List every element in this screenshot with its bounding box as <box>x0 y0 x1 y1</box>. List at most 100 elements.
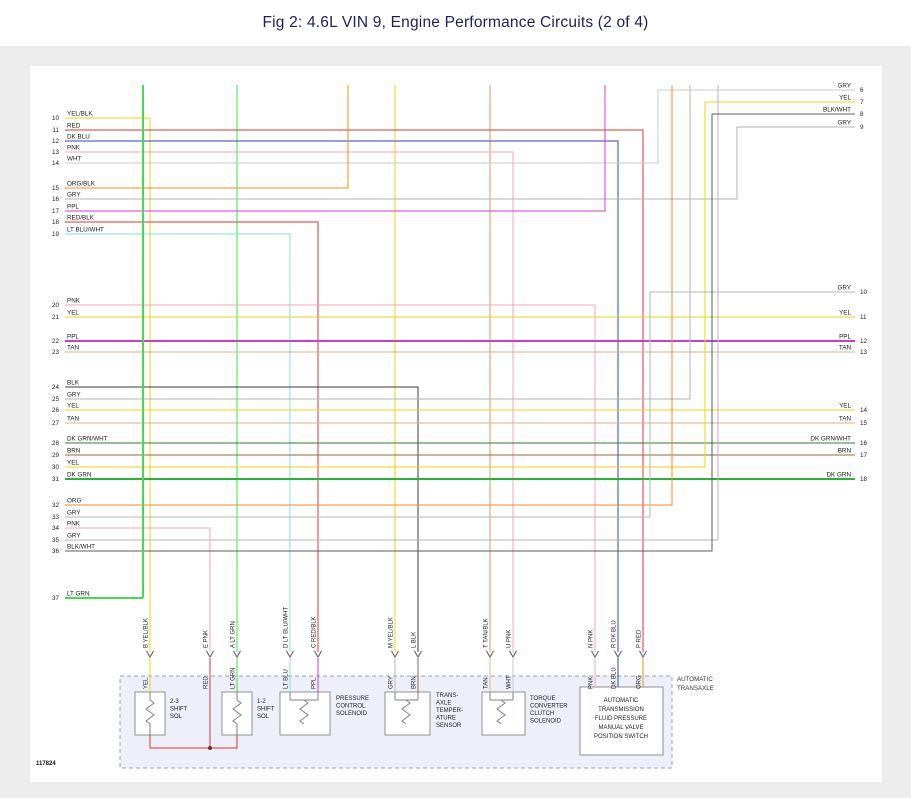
left-pin-23-number: 23 <box>52 349 60 356</box>
left-pin-37-number: 37 <box>52 595 60 602</box>
right-pin-7-label: YEL <box>839 95 851 102</box>
left-pin-17-number: 17 <box>52 208 60 215</box>
left-pin-11-number: 11 <box>52 127 59 134</box>
left-pin-16-label: GRY <box>67 192 81 199</box>
wire-p17-ppl <box>65 85 606 212</box>
connector-T-inner-label: TAN <box>484 677 490 689</box>
left-pin-16-number: 16 <box>52 196 60 203</box>
pressure-control-solenoid-label: PRESSURE <box>336 696 369 702</box>
left-pin-37-label: LT GRN <box>67 591 90 598</box>
right-pins: 6 GRY 7 YEL 8 BLK/WHT 9 GRY 10 GRY 11 YEL 12 PPL 13 TAN… <box>810 83 867 484</box>
left-pin-21-label: YEL <box>67 310 79 317</box>
connector-T-symbol <box>486 650 494 658</box>
right-pin-8-label: BLK/WHT <box>823 107 851 114</box>
right-pin-8-number: 8 <box>860 111 864 118</box>
splice-dot <box>208 746 212 750</box>
torque-converter-clutch-solenoid-symbol <box>489 692 514 725</box>
left-pin-12-label: DK BLU <box>67 134 90 141</box>
connector-U-symbol <box>509 650 517 658</box>
connector-R-symbol <box>614 650 622 658</box>
left-pin-33-number: 33 <box>52 514 60 521</box>
right-pin-16-label: DK GRN/WHT <box>810 436 851 443</box>
connector-B-symbol <box>146 650 154 658</box>
wire-p12-dkblu <box>65 140 619 652</box>
left-pin-27-number: 27 <box>52 420 60 427</box>
left-pin-35-number: 35 <box>52 537 60 544</box>
shift-solenoid-1-2-label: SOL <box>257 714 270 720</box>
transaxle-temperature-sensor-label: TEMPER- <box>436 708 463 714</box>
right-pin-18-number: 18 <box>860 476 868 483</box>
connector-N-outer-label: N PNK <box>589 630 595 648</box>
connector-R-outer-label: R DK BLU <box>612 620 618 648</box>
left-pin-29-number: 29 <box>52 452 60 459</box>
torque-converter-clutch-solenoid-label: CONVERTER <box>530 704 568 710</box>
right-pin-11-label: YEL <box>839 310 851 317</box>
right-pin-12-label: PPL <box>839 334 851 341</box>
connector-L-inner-label: BRN <box>412 676 418 689</box>
left-pin-31-number: 31 <box>52 476 60 483</box>
left-pin-15-number: 15 <box>52 185 60 192</box>
connector-A-symbol <box>233 650 241 658</box>
wires <box>65 85 855 749</box>
left-pin-17-label: PPL <box>67 204 79 211</box>
connector-E-inner-label: RED <box>204 676 210 689</box>
fluid-pressure-position-switch-label: MANUAL VALVE <box>599 725 644 731</box>
wire-p20-pnk <box>65 304 596 652</box>
right-pin-17-number: 17 <box>860 452 868 459</box>
left-pin-24-label: BLK <box>67 380 80 387</box>
wire-sol23-red-bottom <box>149 735 210 749</box>
left-pin-18-number: 18 <box>52 219 60 226</box>
left-pin-25-number: 25 <box>52 396 60 403</box>
shift-solenoid-2-3-label: 2-3 <box>170 699 179 705</box>
right-pin-17-label: BRN <box>838 448 852 455</box>
wire-p15-org-blk <box>65 85 349 189</box>
diagram-canvas <box>30 66 882 782</box>
right-pin-11-number: 11 <box>860 314 867 321</box>
connector-C-inner-label: PPL <box>312 677 318 689</box>
wire-p30-yel <box>65 101 855 468</box>
right-pin-9-label: GRY <box>837 120 851 127</box>
left-pin-20-number: 20 <box>52 302 60 309</box>
torque-converter-clutch-solenoid-label: TORQUE <box>530 696 556 702</box>
right-pin-12-number: 12 <box>860 338 868 345</box>
pressure-control-solenoid-box <box>279 691 331 736</box>
left-pin-30-number: 30 <box>52 464 60 471</box>
connector-C-outer-label: C RED/BLK <box>312 616 318 648</box>
figure-id: 117824 <box>36 761 56 767</box>
left-pin-26-label: YEL <box>67 403 79 410</box>
right-pin-10-number: 10 <box>860 289 868 296</box>
right-pin-9-number: 9 <box>860 124 864 131</box>
wire-p18-red-blk <box>65 221 319 652</box>
connector-A-inner-label: LT GRN <box>231 668 237 689</box>
fluid-pressure-position-switch-label: TRANSMISSION <box>598 707 644 713</box>
connector-N-inner-label: PNK <box>589 677 595 689</box>
transaxle-label: AUTOMATIC <box>677 676 713 683</box>
left-pin-12-number: 12 <box>52 138 60 145</box>
connector-B-outer-label: B YEL/BLK <box>144 618 150 648</box>
left-pin-33-label: GRY <box>67 510 81 517</box>
right-pin-16-number: 16 <box>860 440 868 447</box>
right-pin-13-label: TAN <box>839 345 852 352</box>
right-pin-18-label: DK GRN <box>827 472 852 479</box>
connector-M-inner-label: GRY <box>389 676 395 689</box>
connector-D-outer-label: D LT BLU/WHT <box>284 607 290 648</box>
left-pin-27-label: TAN <box>67 416 80 423</box>
connector-L-symbol <box>414 650 422 658</box>
left-pin-10-number: 10 <box>52 115 60 122</box>
transaxle-label: TRANSAXLE <box>677 685 714 692</box>
fluid-pressure-position-switch-label: POSITION SWITCH <box>594 734 648 740</box>
shift-solenoid-1-2-label: SHIFT <box>257 707 275 713</box>
left-pin-18-label: RED/BLK <box>67 215 95 222</box>
connector-D-inner-label: LT BLU <box>284 669 290 689</box>
connector-N-symbol <box>591 650 599 658</box>
left-pin-35-label: GRY <box>67 533 81 540</box>
right-pin-6-label: GRY <box>837 83 851 90</box>
left-pin-14-number: 14 <box>52 160 60 167</box>
connector-A-outer-label: A LT GRN <box>231 621 237 648</box>
wire-p24-blk <box>65 386 419 652</box>
right-pin-14-label: YEL <box>839 403 851 410</box>
left-pin-25-label: GRY <box>67 392 81 399</box>
pressure-control-solenoid-label: SOLENOID <box>336 711 368 717</box>
connector-B-inner-label: YEL <box>144 677 150 689</box>
right-pin-15-number: 15 <box>860 420 868 427</box>
